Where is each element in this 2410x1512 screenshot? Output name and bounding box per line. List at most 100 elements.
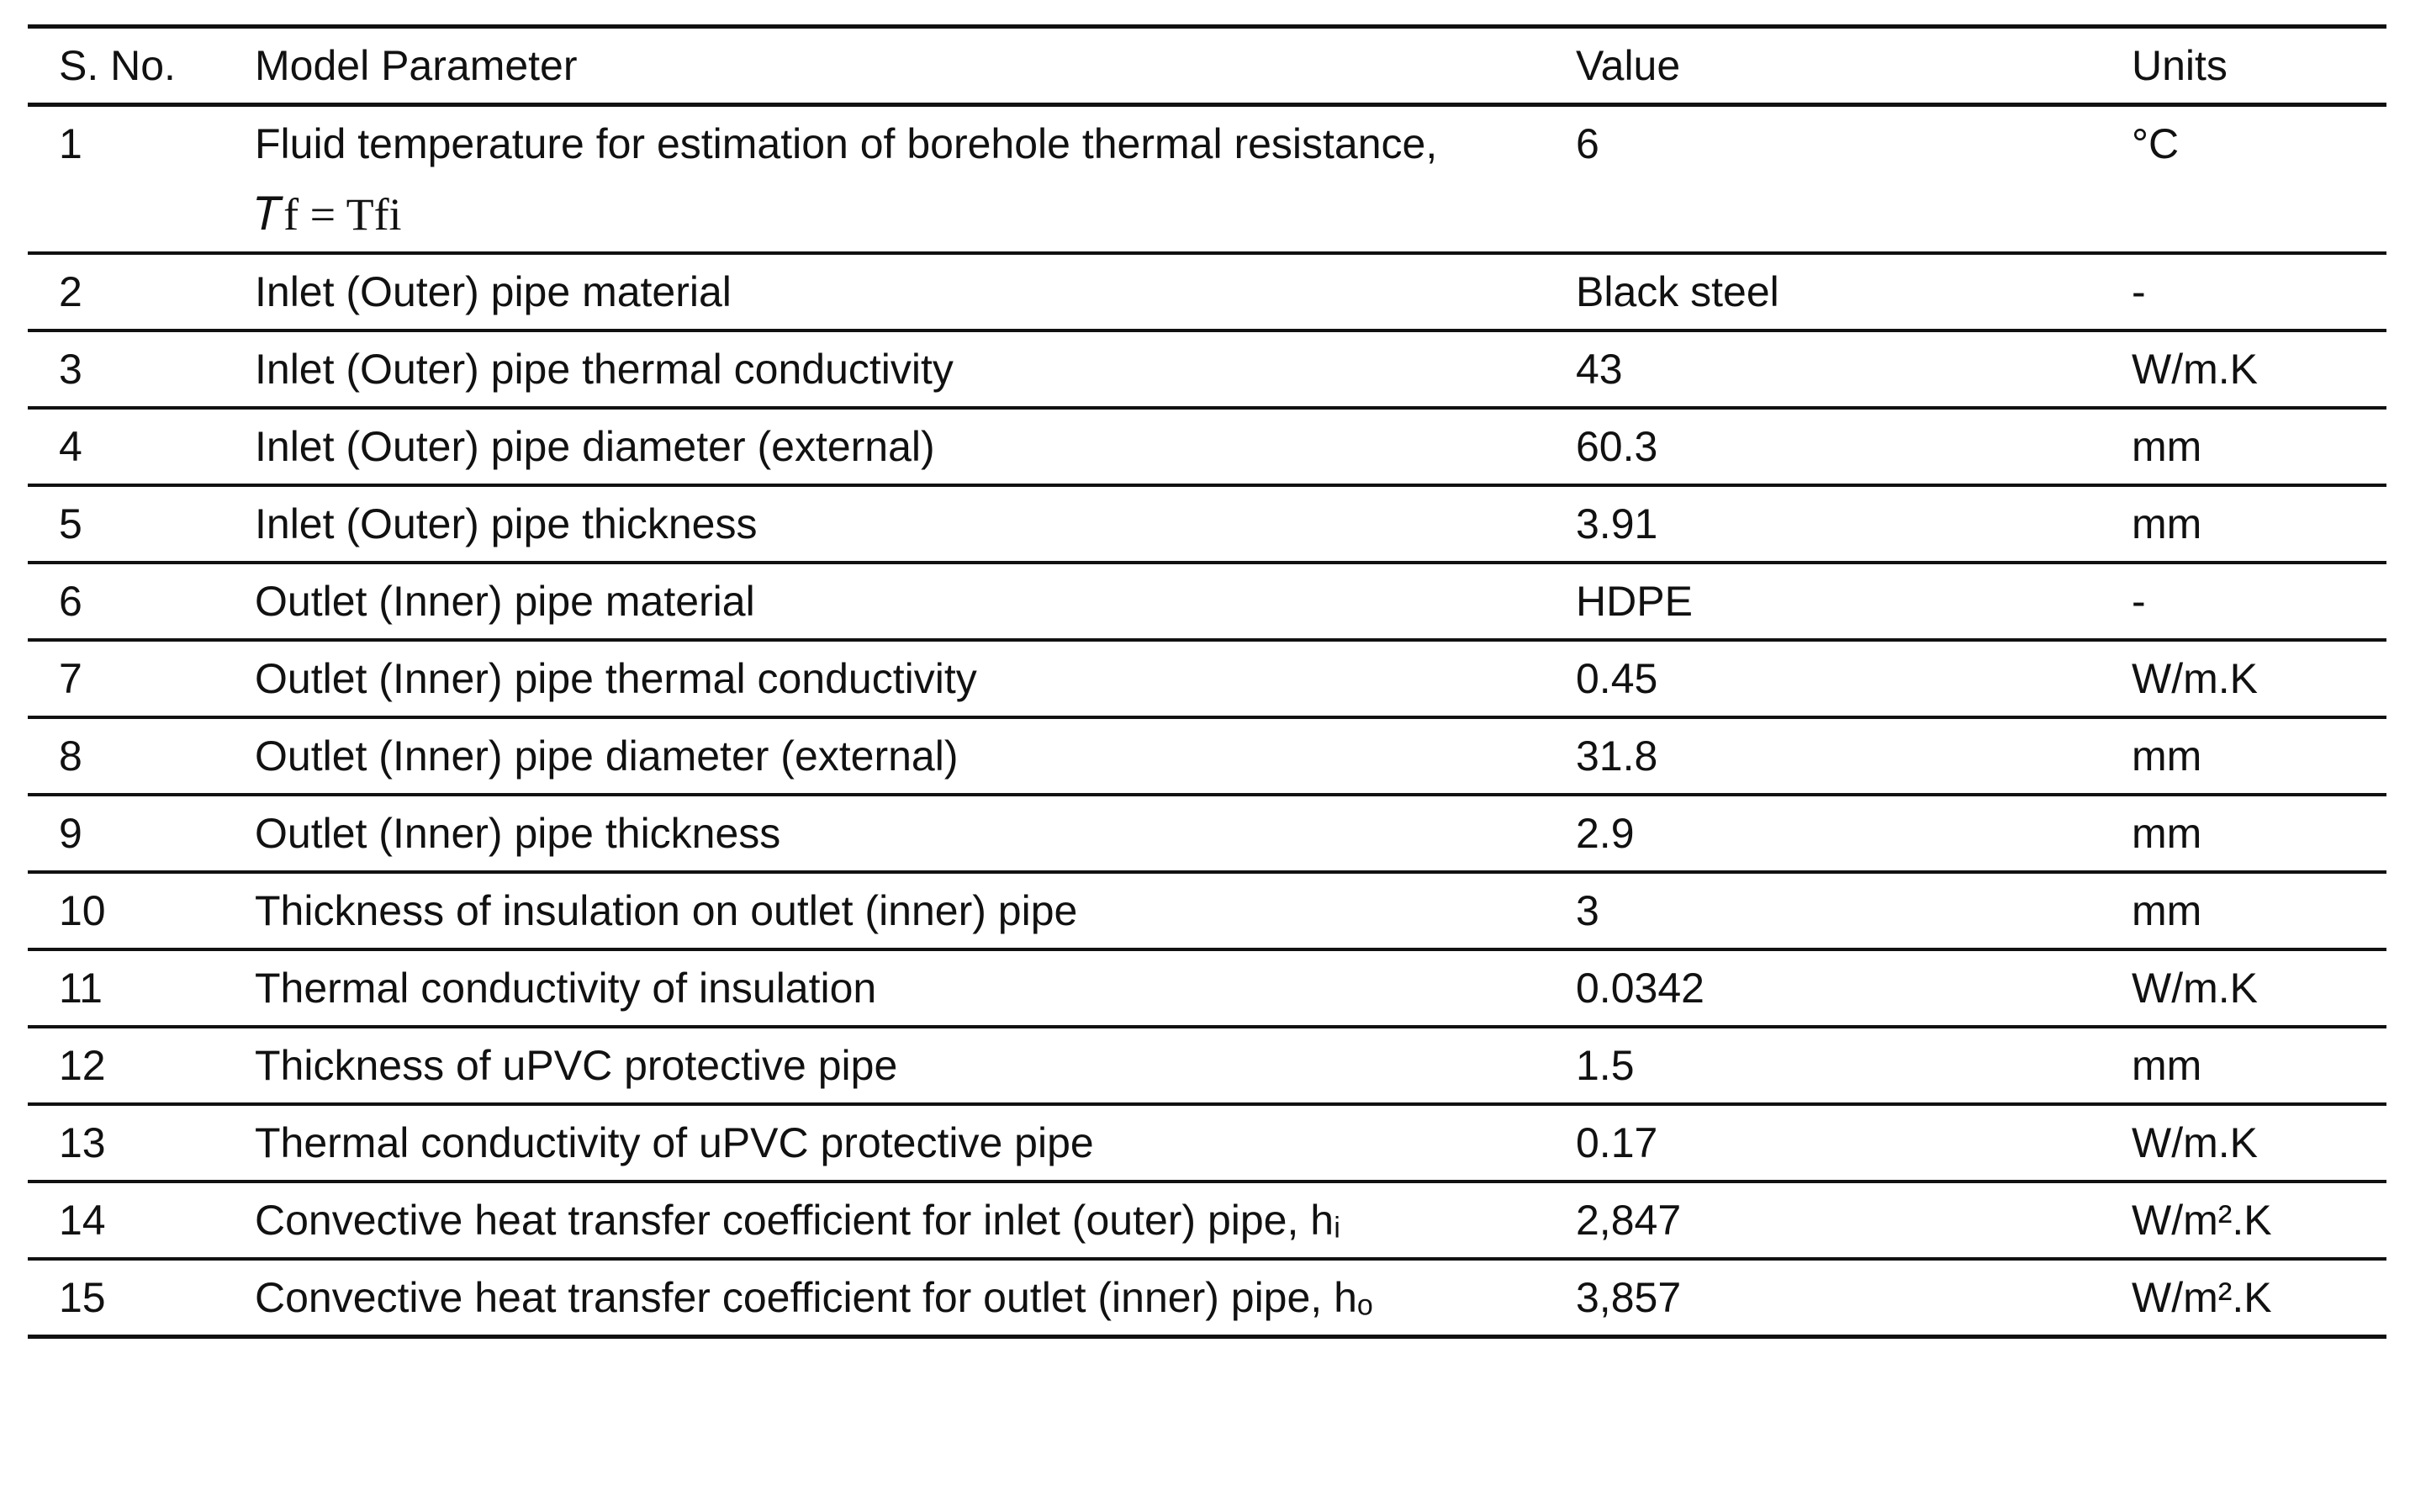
serial-number: 10 [59, 887, 106, 934]
units-cell: - [2101, 563, 2386, 642]
value: 0.17 [1576, 1119, 1658, 1166]
value-cell: HDPE [1545, 563, 2101, 642]
value-cell: 43 [1545, 330, 2101, 410]
model-parameter-cell: Thickness of uPVC protective pipe [224, 1027, 1545, 1106]
units: - [2132, 268, 2146, 315]
value-cell: 31.8 [1545, 717, 2101, 796]
value-cell: 3 [1545, 872, 2101, 951]
serial-number-cell: 15 [28, 1259, 224, 1339]
model-parameter-cell: Inlet (Outer) pipe diameter (external) [224, 408, 1545, 487]
units: W/m.K [2132, 1119, 2258, 1166]
serial-number: 14 [59, 1197, 106, 1244]
serial-number-cell: 12 [28, 1027, 224, 1106]
model-parameter: Inlet (Outer) pipe material [255, 268, 732, 315]
value: HDPE [1576, 578, 1693, 625]
value: 3,857 [1576, 1274, 1682, 1321]
serial-number: 8 [59, 732, 82, 780]
value-cell: 3,857 [1545, 1259, 2101, 1339]
header-cell: S. No. [28, 24, 224, 107]
serial-number-cell: 6 [28, 563, 224, 642]
model-parameter: Convective heat transfer coefficient for… [255, 1197, 1340, 1244]
model-parameter: Outlet (Inner) pipe material [255, 578, 755, 625]
header-cell: Model Parameter [224, 24, 1545, 107]
model-parameter-cell: Outlet (Inner) pipe material [224, 563, 1545, 642]
model-parameter-cell: Outlet (Inner) pipe thickness [224, 795, 1545, 874]
model-parameter-cell: Fluid temperature for estimation of bore… [224, 104, 1545, 255]
value-cell: 3.91 [1545, 485, 2101, 564]
model-parameter: Fluid temperature for estimation of bore… [255, 120, 1438, 167]
serial-number-cell: 13 [28, 1104, 224, 1183]
model-parameter-cell: Outlet (Inner) pipe diameter (external) [224, 717, 1545, 796]
serial-number-cell: 3 [28, 330, 224, 410]
serial-number-cell: 1 [28, 104, 224, 255]
table-row: 7 Outlet (Inner) pipe thermal conductivit… [28, 640, 2386, 719]
serial-number: 2 [59, 268, 82, 315]
serial-number: 6 [59, 578, 82, 625]
serial-number-cell: 5 [28, 485, 224, 564]
units-cell: - [2101, 253, 2386, 332]
serial-number: 7 [59, 655, 82, 702]
units-cell: mm [2101, 717, 2386, 796]
units: mm [2132, 732, 2202, 780]
table-body: 1 Fluid temperature for estimation of bor… [28, 104, 2386, 1339]
serial-number: 3 [59, 346, 82, 393]
units: mm [2132, 1042, 2202, 1089]
model-parameter: Thermal conductivity of uPVC protective … [255, 1119, 1094, 1166]
serial-number-cell: 2 [28, 253, 224, 332]
units: W/m.K [2132, 965, 2258, 1012]
units-cell: mm [2101, 872, 2386, 951]
units-cell: mm [2101, 408, 2386, 487]
value-cell: 0.17 [1545, 1104, 2101, 1183]
serial-number: 4 [59, 423, 82, 470]
units-cell: mm [2101, 1027, 2386, 1106]
header-row: S. No. Model Parameter Value Units [28, 24, 2386, 107]
units: W/m.K [2132, 655, 2258, 702]
units: W/m.K [2132, 346, 2258, 393]
serial-number: 11 [59, 965, 103, 1012]
model-parameter-cell: Inlet (Outer) pipe thickness [224, 485, 1545, 564]
value-cell: 60.3 [1545, 408, 2101, 487]
header-cell: Value [1545, 24, 2101, 107]
header-cell: Units [2101, 24, 2386, 107]
table-row: 10 Thickness of insulation on outlet (inn… [28, 872, 2386, 951]
table-row: 9 Outlet (Inner) pipe thickness 2.9 mm [28, 795, 2386, 874]
units-cell: mm [2101, 485, 2386, 564]
serial-number: 12 [59, 1042, 106, 1089]
model-parameter: Thickness of uPVC protective pipe [255, 1042, 898, 1089]
model-parameter-cell: Thermal conductivity of uPVC protective … [224, 1104, 1545, 1183]
serial-number-cell: 9 [28, 795, 224, 874]
units-cell: W/m².K [2101, 1259, 2386, 1339]
units: mm [2132, 423, 2202, 470]
table-row: 12 Thickness of uPVC protective pipe 1.5 mm [28, 1027, 2386, 1106]
units-cell: W/m².K [2101, 1182, 2386, 1261]
value-cell: 1.5 [1545, 1027, 2101, 1106]
model-parameter-cell: Convective heat transfer coefficient for… [224, 1259, 1545, 1339]
units-cell: mm [2101, 795, 2386, 874]
model-parameter-cell: Inlet (Outer) pipe material [224, 253, 1545, 332]
value: 6 [1576, 120, 1599, 167]
value: 60.3 [1576, 423, 1658, 470]
serial-number: 5 [59, 500, 82, 547]
model-parameter: Inlet (Outer) pipe thickness [255, 500, 758, 547]
value: Black steel [1576, 268, 1779, 315]
value-cell: 2,847 [1545, 1182, 2101, 1261]
serial-number-cell: 7 [28, 640, 224, 719]
table-row: 4 Inlet (Outer) pipe diameter (external) 6… [28, 408, 2386, 487]
model-parameter: Convective heat transfer coefficient for… [255, 1274, 1373, 1321]
model-parameter-cell: Convective heat transfer coefficient for… [224, 1182, 1545, 1261]
units-cell: W/m.K [2101, 640, 2386, 719]
model-parameter: Inlet (Outer) pipe diameter (external) [255, 423, 935, 470]
formula: 𝑇f = Tfi [255, 189, 402, 240]
model-parameter-cell: Inlet (Outer) pipe thermal conductivity [224, 330, 1545, 410]
parameter-table: S. No. Model Parameter Value Units 1 Fluid t… [28, 24, 2386, 1339]
units-cell: °C [2101, 104, 2386, 255]
model-parameter-cell: Thermal conductivity of insulation [224, 949, 1545, 1028]
model-parameter: Thermal conductivity of insulation [255, 965, 877, 1012]
units: mm [2132, 887, 2202, 934]
serial-number-cell: 14 [28, 1182, 224, 1261]
serial-number-cell: 11 [28, 949, 224, 1028]
value-cell: 2.9 [1545, 795, 2101, 874]
units: mm [2132, 810, 2202, 857]
serial-number: 15 [59, 1274, 106, 1321]
value: 0.45 [1576, 655, 1658, 702]
